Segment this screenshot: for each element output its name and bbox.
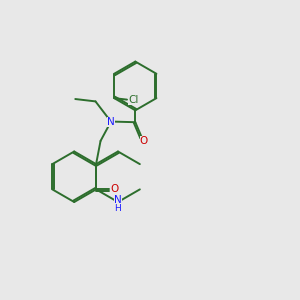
Text: O: O	[140, 136, 148, 146]
Text: N: N	[107, 117, 115, 127]
Text: H: H	[115, 204, 121, 213]
Text: Cl: Cl	[128, 94, 138, 105]
Text: O: O	[110, 184, 118, 194]
Text: N: N	[114, 195, 122, 205]
